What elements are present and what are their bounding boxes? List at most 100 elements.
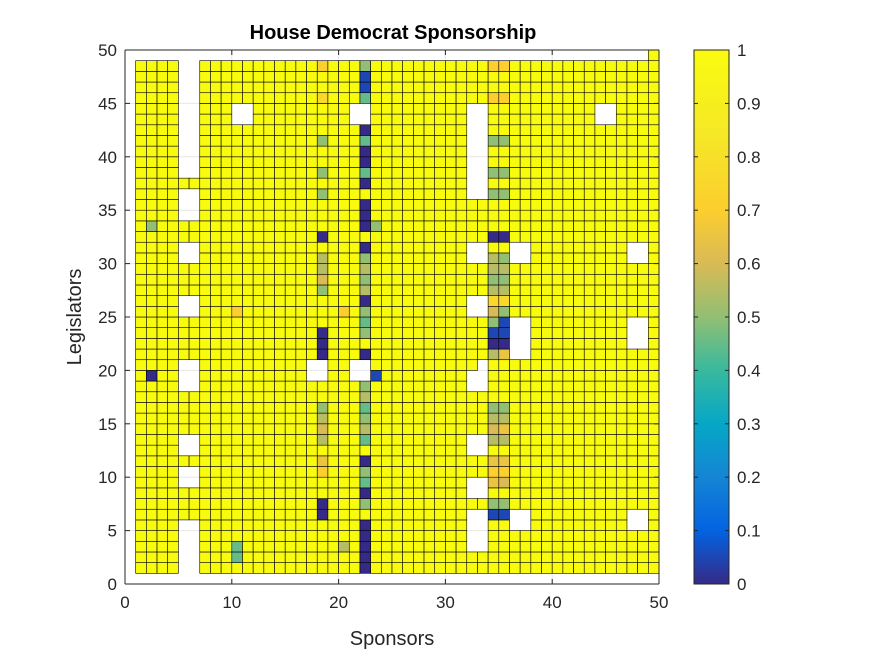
heatmap-cell (413, 487, 425, 499)
heatmap-cell (284, 156, 297, 168)
heatmap-cell (615, 370, 628, 382)
heatmap-cell (541, 145, 553, 158)
heatmap-cell (381, 92, 393, 104)
heatmap-cell (466, 562, 478, 574)
heatmap-cell (498, 316, 510, 328)
heatmap-cell (167, 519, 179, 531)
heatmap-cell (242, 220, 254, 232)
heatmap-cell (231, 316, 243, 328)
heatmap-cell (263, 167, 275, 179)
heatmap-cell (135, 402, 147, 414)
heatmap-cell (605, 81, 617, 94)
heatmap-cell (637, 306, 649, 318)
heatmap-cell (135, 423, 147, 435)
heatmap-cell (423, 199, 436, 211)
heatmap-cell (509, 103, 521, 115)
heatmap-cell (306, 444, 318, 457)
heatmap-cell (381, 380, 393, 393)
heatmap-cell (594, 199, 606, 211)
heatmap-cell (199, 423, 211, 435)
heatmap-cell (519, 231, 532, 243)
heatmap-cell (391, 60, 403, 72)
heatmap-cell (423, 71, 436, 83)
heatmap-cell (583, 519, 596, 531)
heatmap-cell (477, 423, 489, 435)
heatmap-cell (391, 71, 403, 83)
heatmap-cell (541, 124, 553, 136)
heatmap-cell (509, 391, 521, 403)
heatmap-cell (573, 167, 585, 179)
heatmap-cell (156, 327, 169, 339)
heatmap-cell (445, 498, 457, 510)
heatmap-cell (562, 113, 574, 126)
heatmap-cell (370, 209, 382, 222)
heatmap-cell (381, 402, 393, 414)
heatmap-cell (327, 231, 339, 243)
heatmap-cell (167, 402, 179, 414)
heatmap-cell (252, 402, 265, 414)
heatmap-cell (487, 199, 500, 211)
heatmap-cell (573, 530, 585, 542)
heatmap-cell (252, 519, 265, 531)
heatmap-cell (231, 423, 243, 435)
heatmap-cell (146, 551, 158, 563)
heatmap-cell (220, 220, 233, 232)
heatmap-cell (434, 156, 446, 168)
heatmap-cell (348, 252, 361, 264)
heatmap-cell (594, 124, 606, 136)
heatmap-cell (541, 540, 553, 553)
heatmap-cell (156, 71, 169, 83)
heatmap-cell (519, 455, 532, 467)
heatmap-cell (327, 423, 339, 435)
heatmap-cell (381, 359, 393, 371)
heatmap-cell (477, 327, 489, 339)
heatmap-cell (146, 370, 158, 382)
heatmap-cell (359, 188, 371, 200)
x-tick-label: 40 (543, 593, 562, 612)
heatmap-cell (530, 199, 542, 211)
x-axis-ticks: 0 10 20 30 40 50 (120, 50, 668, 612)
heatmap-cell (135, 316, 147, 328)
heatmap-cell (541, 498, 553, 510)
heatmap-cell (199, 231, 211, 243)
heatmap-cell (583, 113, 596, 126)
heatmap-cell (146, 145, 158, 158)
heatmap-cell (338, 498, 350, 510)
heatmap-cell (583, 284, 596, 296)
heatmap-cell (391, 295, 403, 307)
heatmap-cell (370, 81, 382, 94)
heatmap-cell (402, 412, 414, 425)
heatmap-cell (306, 284, 318, 296)
heatmap-cell (498, 92, 510, 104)
heatmap-cell (210, 241, 222, 254)
heatmap-cell (445, 551, 457, 563)
heatmap-cell (210, 135, 222, 147)
heatmap-cell (541, 370, 553, 382)
heatmap-cell (274, 434, 286, 446)
heatmap-cell (541, 188, 553, 200)
heatmap-cell (359, 508, 371, 521)
heatmap-cell (573, 444, 585, 457)
heatmap-cell (327, 81, 339, 94)
heatmap-cell (210, 466, 222, 478)
heatmap-cell (402, 348, 414, 361)
heatmap-cell (402, 359, 414, 371)
heatmap-cell (263, 92, 275, 104)
heatmap-cell (615, 487, 628, 499)
heatmap-cell (284, 455, 297, 467)
heatmap-cell (626, 530, 638, 542)
heatmap-cell (509, 562, 521, 574)
heatmap-cell (381, 124, 393, 136)
heatmap-cell (605, 444, 617, 457)
heatmap-cell (509, 295, 521, 307)
heatmap-cell (402, 231, 414, 243)
colorbar-tick-label: 0.7 (737, 201, 761, 220)
heatmap-cell (199, 466, 211, 478)
heatmap-cell (220, 113, 233, 126)
heatmap-cell (274, 145, 286, 158)
heatmap-cell (583, 231, 596, 243)
heatmap-cell (648, 92, 660, 104)
heatmap-cell (284, 209, 297, 222)
heatmap-cell (242, 391, 254, 403)
heatmap-cell (327, 466, 339, 478)
